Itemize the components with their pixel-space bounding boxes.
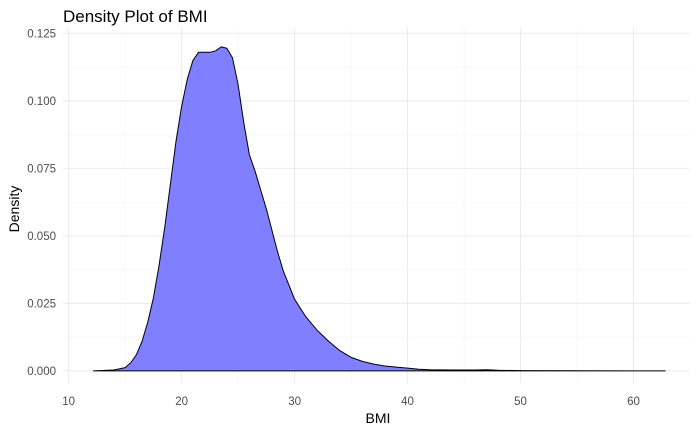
x-tick-label: 30	[288, 396, 301, 408]
y-tick-label: 0.025	[27, 298, 56, 310]
y-axis-ticks: 0.000 0.025 0.050 0.075 0.100 0.125	[27, 28, 56, 377]
x-tick-label: 50	[514, 396, 527, 408]
x-axis-title: BMI	[366, 410, 391, 426]
x-tick-label: 60	[627, 396, 640, 408]
y-tick-label: 0.050	[27, 231, 56, 243]
density-area	[93, 46, 666, 372]
chart-title: Density Plot of BMI	[63, 7, 208, 26]
y-tick-label: 0.000	[27, 366, 56, 378]
x-tick-label: 10	[62, 396, 75, 408]
y-tick-label: 0.100	[27, 96, 56, 108]
y-tick-label: 0.075	[27, 163, 56, 175]
y-tick-label: 0.125	[27, 28, 56, 40]
x-tick-label: 40	[401, 396, 414, 408]
y-axis-title: Density	[6, 186, 22, 233]
x-tick-label: 20	[175, 396, 188, 408]
x-axis-ticks: 10 20 30 40 50 60	[62, 396, 640, 408]
